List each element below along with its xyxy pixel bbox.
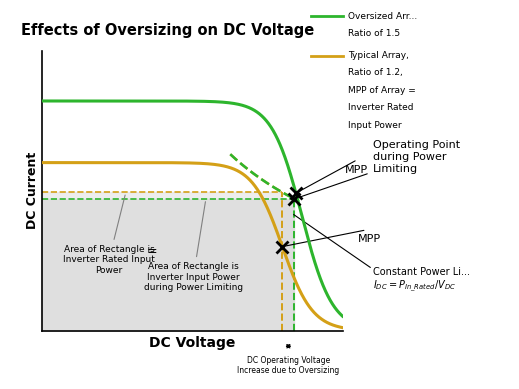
Text: Inverter Rated: Inverter Rated	[348, 103, 413, 112]
Text: Effects of Oversizing on DC Voltage: Effects of Oversizing on DC Voltage	[21, 23, 314, 39]
Text: DC Operating Voltage
Increase due to Oversizing: DC Operating Voltage Increase due to Ove…	[237, 356, 339, 375]
Y-axis label: DC Current: DC Current	[26, 152, 39, 229]
Text: Constant Power Li...
$I_{DC} = P_{In\_Rated}/V_{DC}$: Constant Power Li... $I_{DC} = P_{In\_Ra…	[373, 267, 470, 294]
Text: MPP of Array =: MPP of Array =	[348, 86, 416, 95]
Text: Operating Point
during Power
Limiting: Operating Point during Power Limiting	[297, 140, 460, 198]
Text: MPP: MPP	[358, 234, 381, 244]
Text: Area of Rectangle is
Inverter Input Power
during Power Limiting: Area of Rectangle is Inverter Input Powe…	[144, 202, 243, 292]
Text: Typical Array,: Typical Array,	[348, 51, 408, 60]
Text: Ratio of 1.2,: Ratio of 1.2,	[348, 68, 402, 77]
Text: =: =	[146, 245, 157, 258]
Text: MPP: MPP	[345, 165, 368, 175]
Text: Input Power: Input Power	[348, 121, 401, 130]
Text: Oversized Arr...: Oversized Arr...	[348, 12, 417, 21]
X-axis label: DC Voltage: DC Voltage	[149, 336, 235, 350]
Text: Area of Rectangle is
Inverter Rated Input
Power: Area of Rectangle is Inverter Rated Inpu…	[63, 195, 155, 275]
Text: Ratio of 1.5: Ratio of 1.5	[348, 29, 400, 38]
